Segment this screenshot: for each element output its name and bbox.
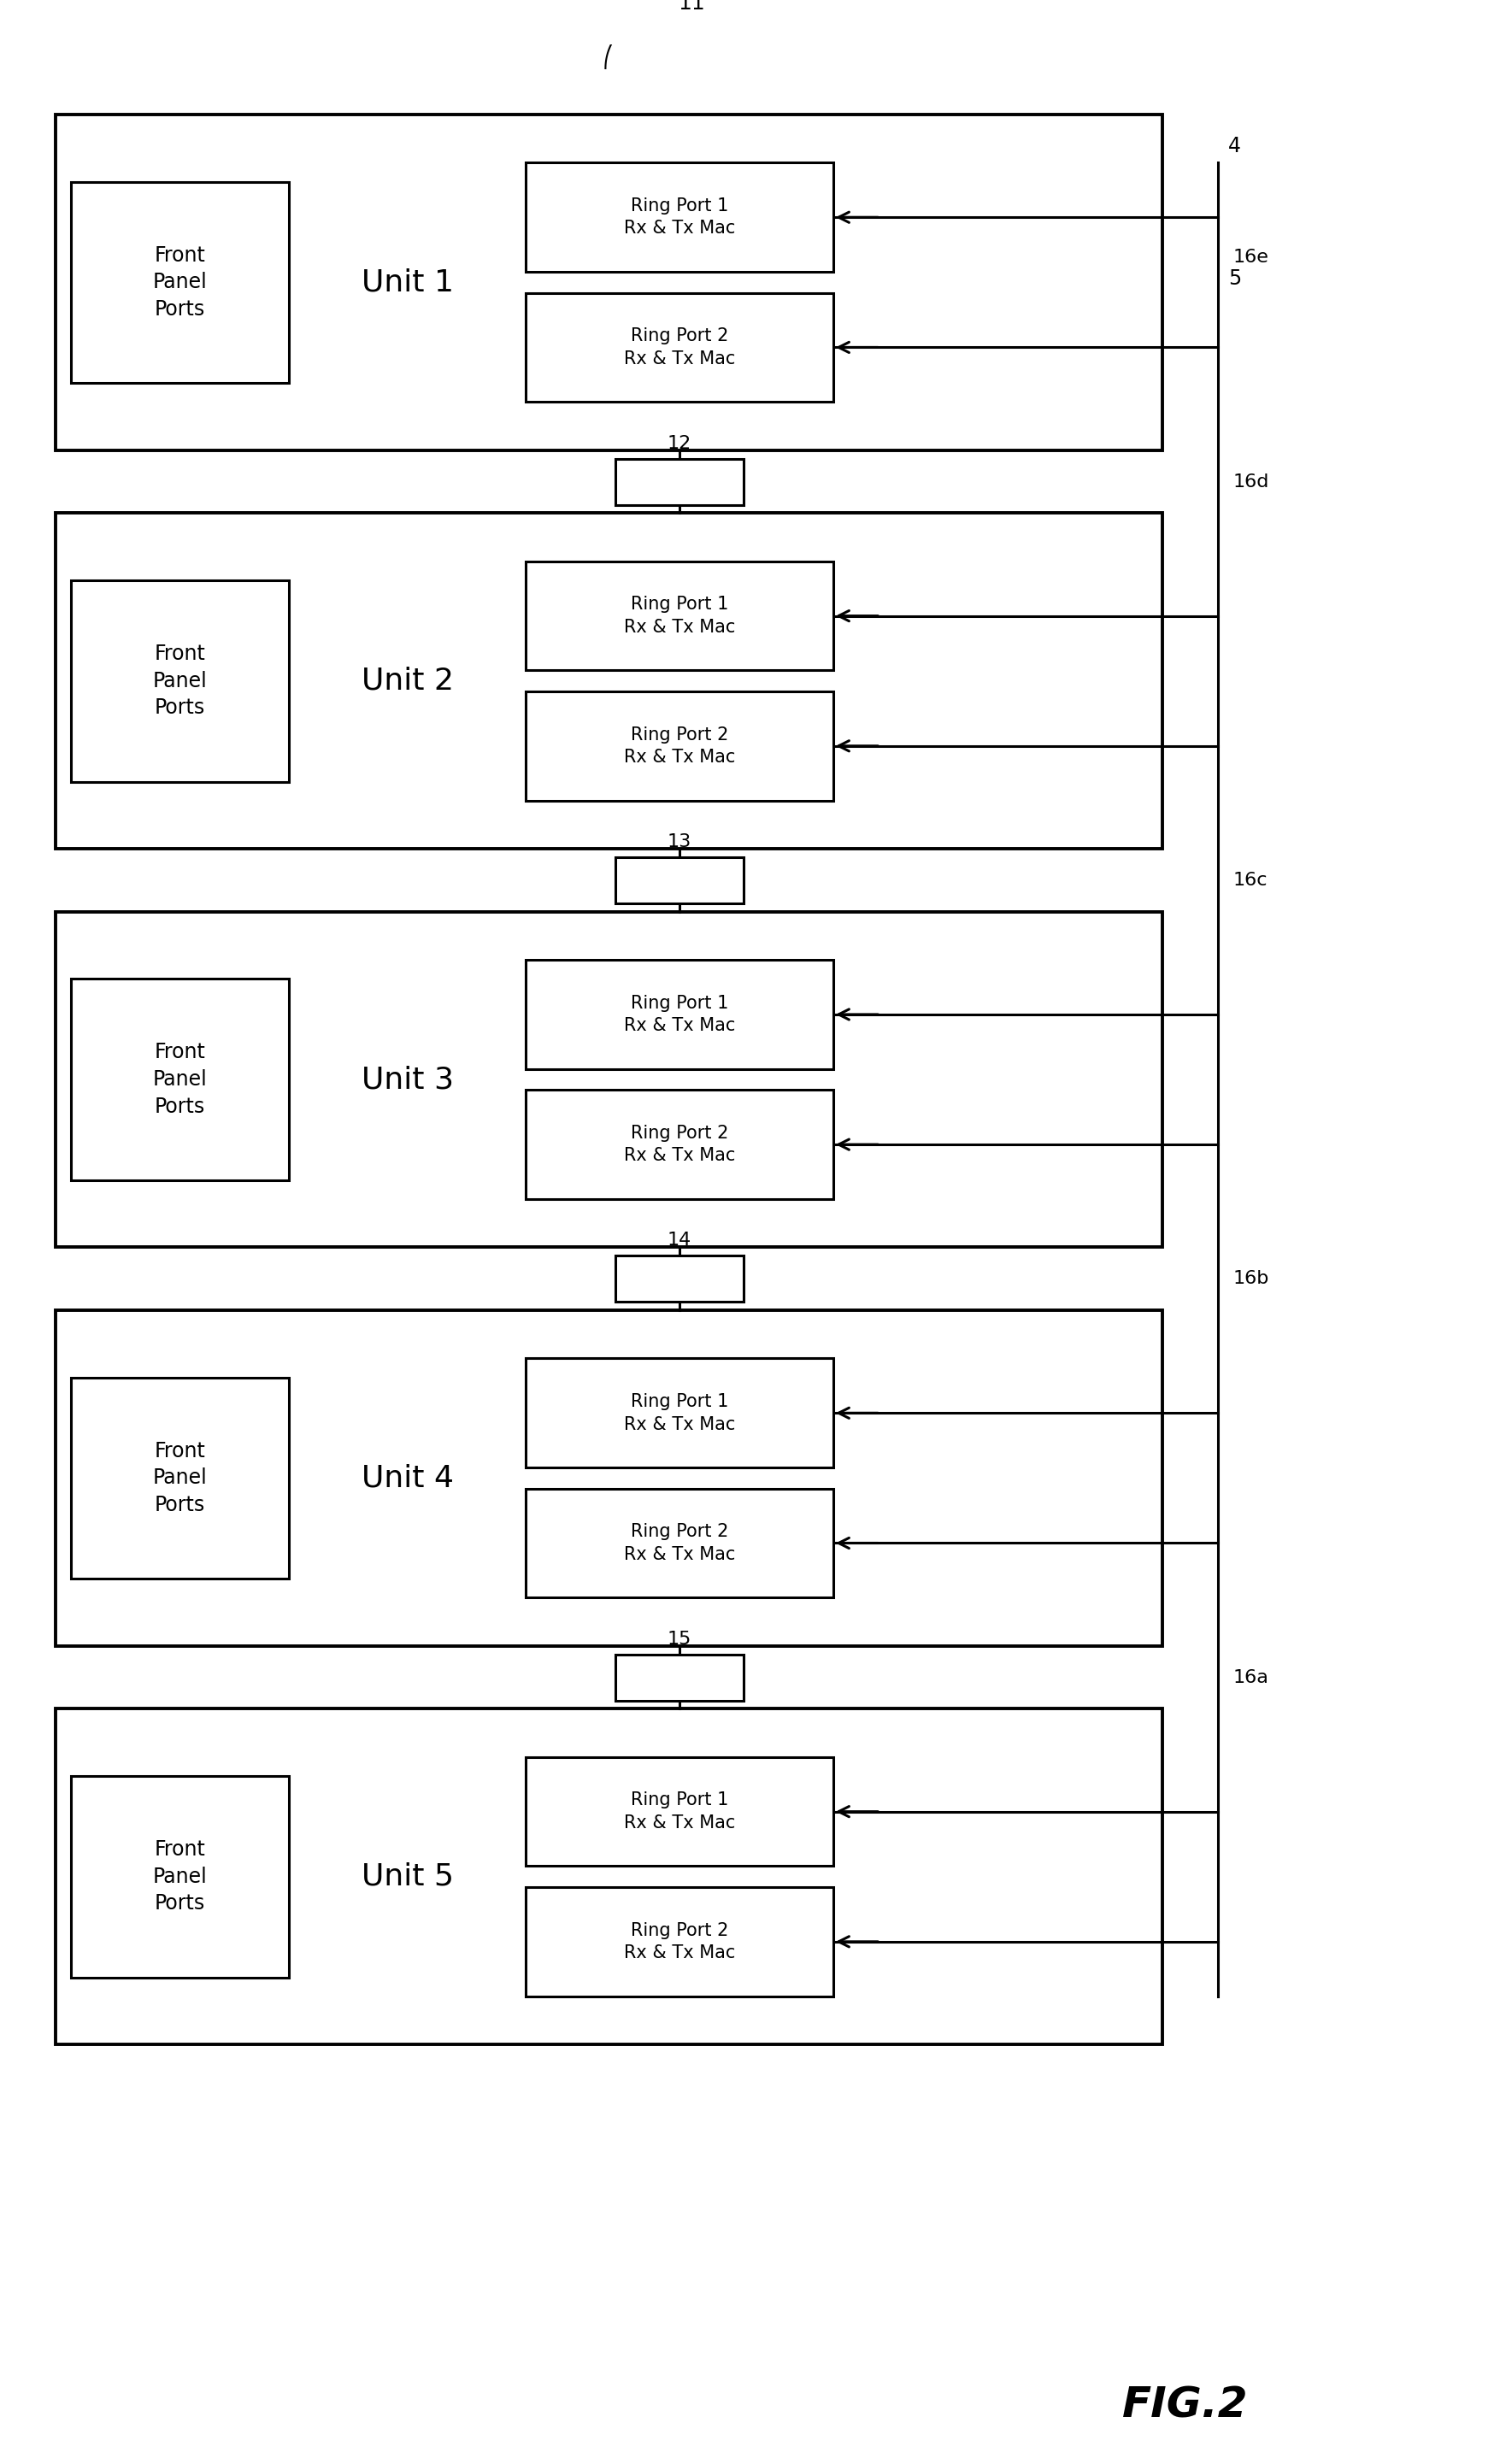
Bar	[525, 1358, 832, 1469]
Text: Ring Port 2
Rx & Tx Mac: Ring Port 2 Rx & Tx Mac	[624, 328, 735, 367]
Bar	[70, 182, 288, 382]
Text: Ring Port 2
Rx & Tx Mac: Ring Port 2 Rx & Tx Mac	[624, 727, 735, 766]
Text: Ring Port 1
Rx & Tx Mac: Ring Port 1 Rx & Tx Mac	[624, 995, 735, 1035]
Text: 11: 11	[678, 0, 705, 15]
Text: 13: 13	[668, 833, 692, 850]
Text: Ring Port 1
Rx & Tx Mac: Ring Port 1 Rx & Tx Mac	[624, 1392, 735, 1434]
Text: Ring Port 1
Rx & Tx Mac: Ring Port 1 Rx & Tx Mac	[624, 197, 735, 237]
Bar	[525, 1887, 832, 1996]
Bar	[525, 163, 832, 271]
Text: 14: 14	[668, 1232, 692, 1249]
Bar	[56, 1311, 1161, 1646]
Bar	[525, 1488, 832, 1597]
Text: 16d: 16d	[1233, 473, 1269, 490]
Bar	[70, 1777, 288, 1976]
Text: 15: 15	[668, 1631, 692, 1648]
Text: 16c: 16c	[1233, 872, 1267, 890]
Bar	[56, 912, 1161, 1247]
Text: 5: 5	[1227, 269, 1240, 288]
Text: Ring Port 2
Rx & Tx Mac: Ring Port 2 Rx & Tx Mac	[624, 1523, 735, 1562]
Bar	[525, 961, 832, 1069]
Text: FIG.2: FIG.2	[1120, 2385, 1246, 2427]
Text: 12: 12	[668, 434, 692, 451]
Bar	[615, 1257, 742, 1301]
Text: 4: 4	[1227, 136, 1240, 155]
Text: Ring Port 1
Rx & Tx Mac: Ring Port 1 Rx & Tx Mac	[624, 596, 735, 636]
Bar	[525, 293, 832, 402]
Text: Front
Panel
Ports: Front Panel Ports	[153, 1042, 207, 1116]
Bar	[56, 513, 1161, 848]
Text: Ring Port 1
Rx & Tx Mac: Ring Port 1 Rx & Tx Mac	[624, 1791, 735, 1831]
Text: Ring Port 2
Rx & Tx Mac: Ring Port 2 Rx & Tx Mac	[624, 1124, 735, 1165]
Text: Front
Panel
Ports: Front Panel Ports	[153, 244, 207, 320]
Text: 16a: 16a	[1233, 1668, 1269, 1685]
Bar	[70, 1377, 288, 1579]
Text: Unit 5: Unit 5	[361, 1863, 453, 1892]
Text: Unit 2: Unit 2	[361, 665, 453, 695]
Bar	[525, 1757, 832, 1865]
Text: Unit 4: Unit 4	[361, 1464, 453, 1493]
Bar	[525, 692, 832, 801]
Text: Front
Panel
Ports: Front Panel Ports	[153, 1441, 207, 1515]
Text: Front
Panel
Ports: Front Panel Ports	[153, 1838, 207, 1915]
Bar	[525, 562, 832, 670]
Bar	[56, 113, 1161, 451]
Bar	[70, 978, 288, 1180]
Bar	[70, 579, 288, 781]
Text: Unit 1: Unit 1	[361, 269, 453, 296]
Bar	[56, 1710, 1161, 2045]
Text: Front
Panel
Ports: Front Panel Ports	[153, 643, 207, 717]
Bar	[615, 458, 742, 505]
Text: 16e: 16e	[1233, 249, 1269, 266]
Bar	[525, 1089, 832, 1200]
Bar	[615, 857, 742, 904]
Text: Ring Port 2
Rx & Tx Mac: Ring Port 2 Rx & Tx Mac	[624, 1922, 735, 1961]
Text: 16b: 16b	[1233, 1271, 1269, 1286]
Bar	[615, 1653, 742, 1700]
Text: Unit 3: Unit 3	[361, 1064, 453, 1094]
